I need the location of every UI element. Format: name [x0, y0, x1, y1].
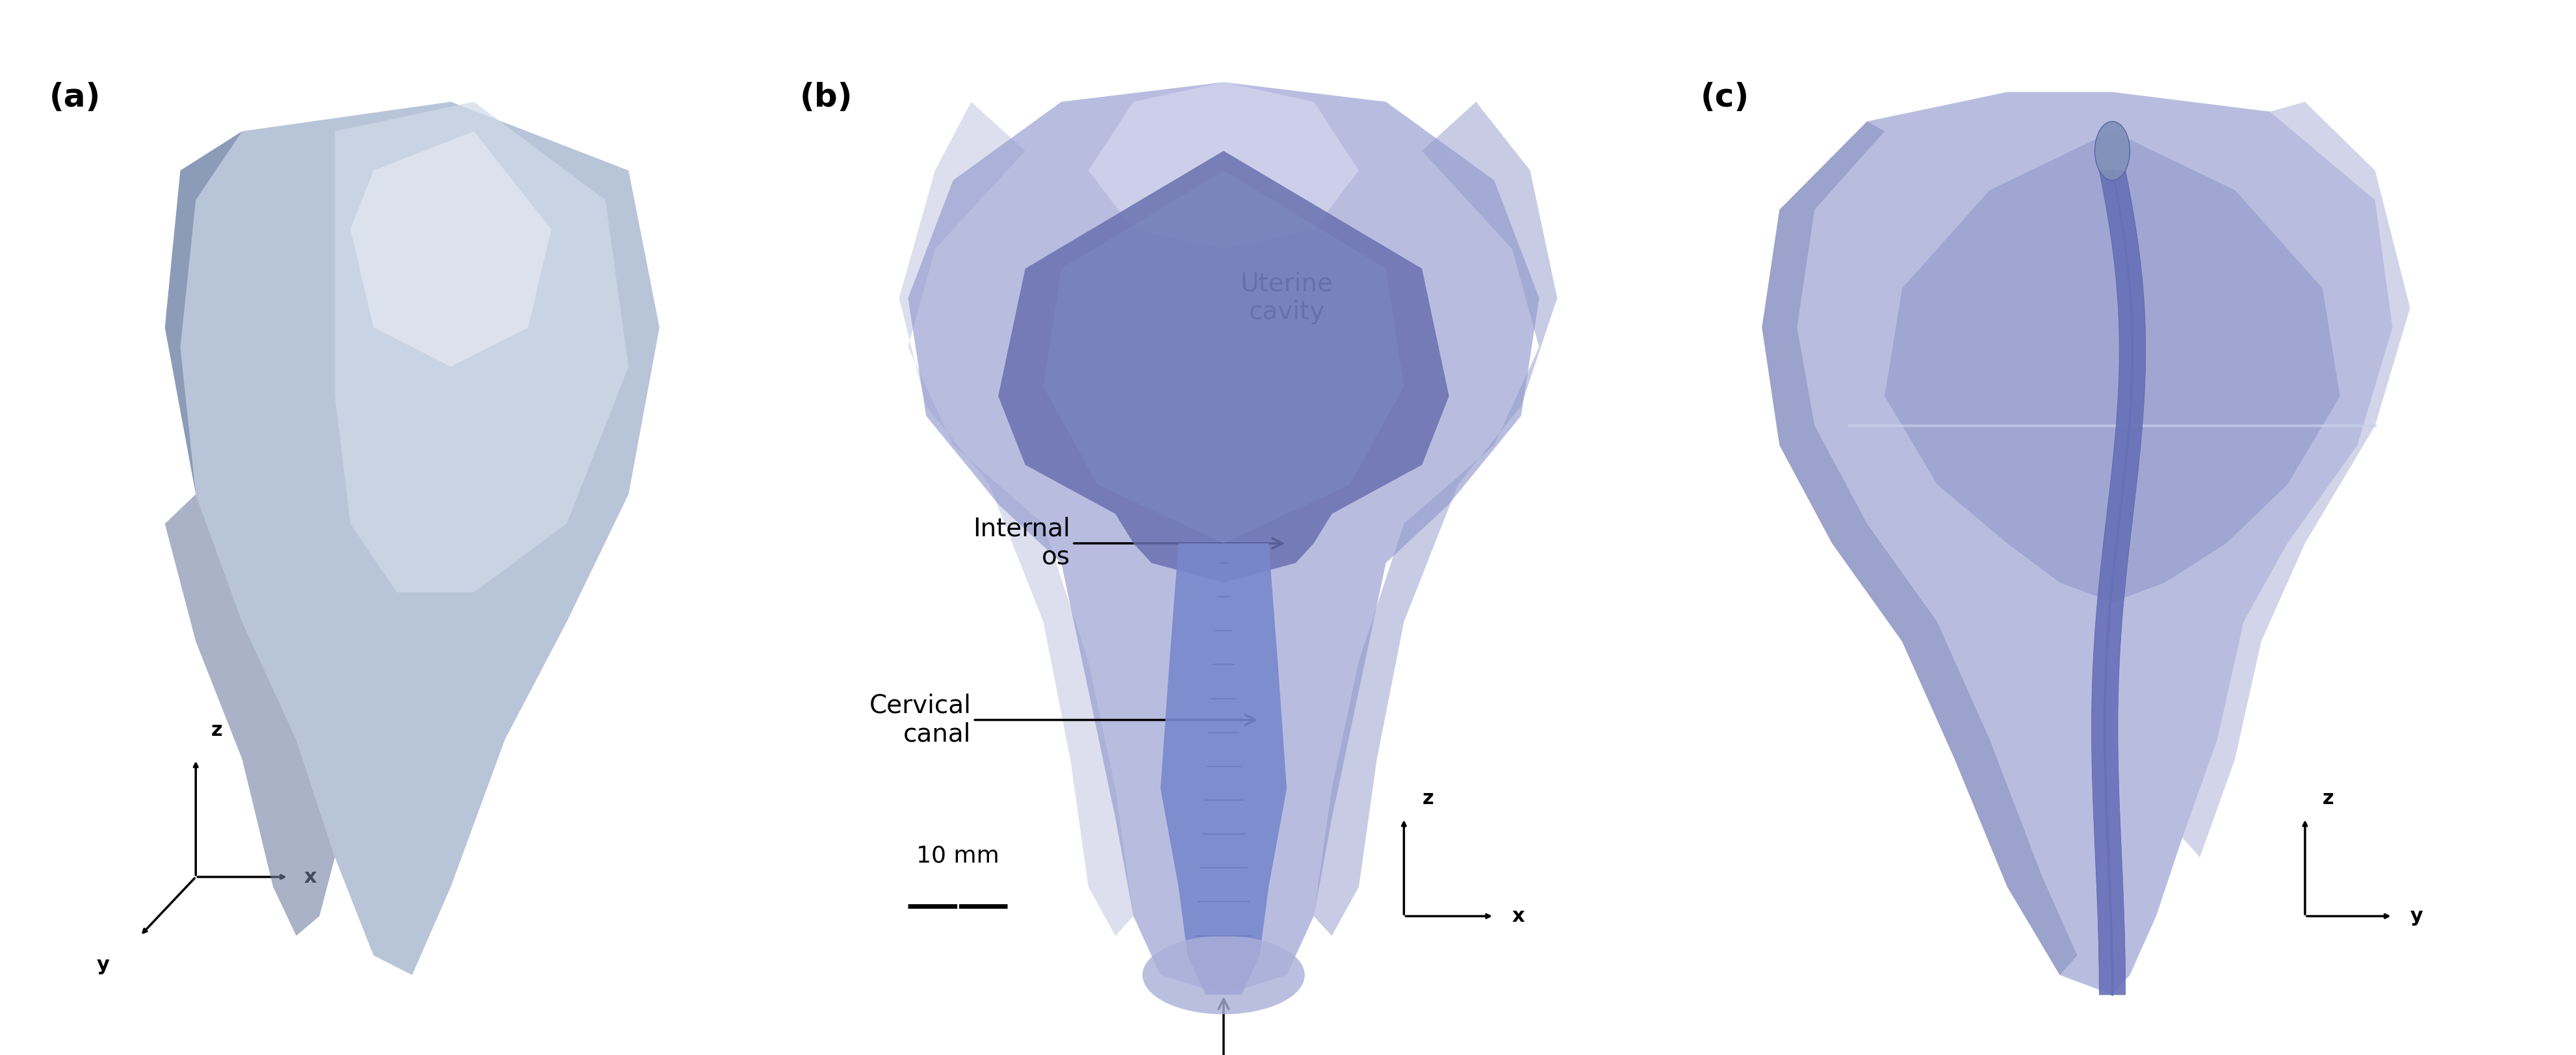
- Ellipse shape: [2094, 121, 2130, 180]
- Text: y: y: [95, 956, 108, 974]
- Text: z: z: [1422, 789, 1432, 808]
- Polygon shape: [899, 101, 1133, 936]
- Polygon shape: [1159, 543, 1285, 995]
- Polygon shape: [1886, 131, 2339, 602]
- Polygon shape: [180, 101, 659, 975]
- Text: (a): (a): [49, 82, 100, 113]
- Polygon shape: [907, 82, 1538, 995]
- Text: z: z: [2324, 789, 2334, 808]
- Text: x: x: [1512, 906, 1525, 925]
- Polygon shape: [350, 131, 551, 367]
- Text: y: y: [2411, 906, 2424, 925]
- Polygon shape: [1043, 171, 1404, 543]
- Polygon shape: [999, 151, 1448, 582]
- Polygon shape: [165, 131, 296, 494]
- Polygon shape: [1087, 82, 1360, 249]
- Text: (c): (c): [1700, 82, 1749, 113]
- Polygon shape: [335, 101, 629, 592]
- Polygon shape: [1762, 92, 2393, 995]
- Text: External os: External os: [1154, 999, 1293, 1055]
- Text: Internal
os: Internal os: [974, 517, 1283, 570]
- Polygon shape: [1314, 101, 1556, 936]
- Polygon shape: [2182, 101, 2411, 858]
- Text: (b): (b): [801, 82, 853, 113]
- Polygon shape: [165, 494, 335, 936]
- Ellipse shape: [1141, 936, 1303, 1014]
- Text: x: x: [304, 867, 317, 886]
- Text: 10 mm: 10 mm: [917, 845, 999, 867]
- Polygon shape: [2092, 171, 2146, 995]
- Polygon shape: [1762, 121, 2076, 975]
- Text: z: z: [211, 721, 222, 740]
- Text: Uterine
cavity: Uterine cavity: [1239, 271, 1334, 325]
- Text: Cervical
canal: Cervical canal: [868, 693, 1255, 747]
